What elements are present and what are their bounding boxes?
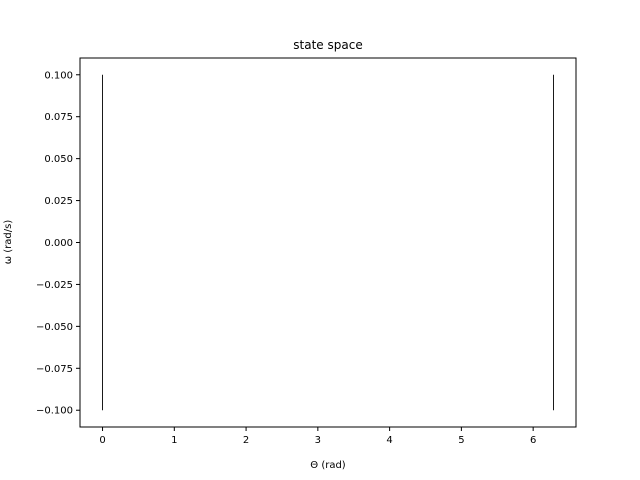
x-tick-label: 3: [315, 435, 321, 446]
x-tick-label: 6: [530, 435, 536, 446]
y-tick-label: 0.050: [44, 154, 73, 165]
y-axis: 0.100 0.075 0.050 0.025 0.000 −0.025 −0.050 −0.…: [36, 70, 80, 417]
x-tick-label: 2: [243, 435, 249, 446]
x-axis: 0 1 2 3 4 5 6: [99, 427, 536, 446]
y-axis-label: ω (rad/s): [3, 220, 14, 265]
y-tick-label: 0.100: [44, 70, 73, 81]
series-layer: [102, 74, 554, 411]
y-tick-label: 0.025: [44, 196, 73, 207]
plot-frame: [79, 57, 577, 428]
x-tick-label: 4: [386, 435, 392, 446]
x-axis-label: Θ (rad): [310, 460, 346, 471]
y-tick-label: −0.075: [36, 364, 73, 375]
y-tick-label: 0.000: [44, 238, 73, 249]
y-tick-label: −0.050: [36, 322, 73, 333]
y-tick-label: 0.075: [44, 112, 73, 123]
y-tick-label: −0.100: [36, 406, 73, 417]
y-tick-label: −0.025: [36, 280, 73, 291]
chart-title: state space: [293, 38, 362, 52]
x-tick-label: 5: [458, 435, 464, 446]
x-tick-label: 1: [171, 435, 177, 446]
x-tick-label: 0: [99, 435, 105, 446]
